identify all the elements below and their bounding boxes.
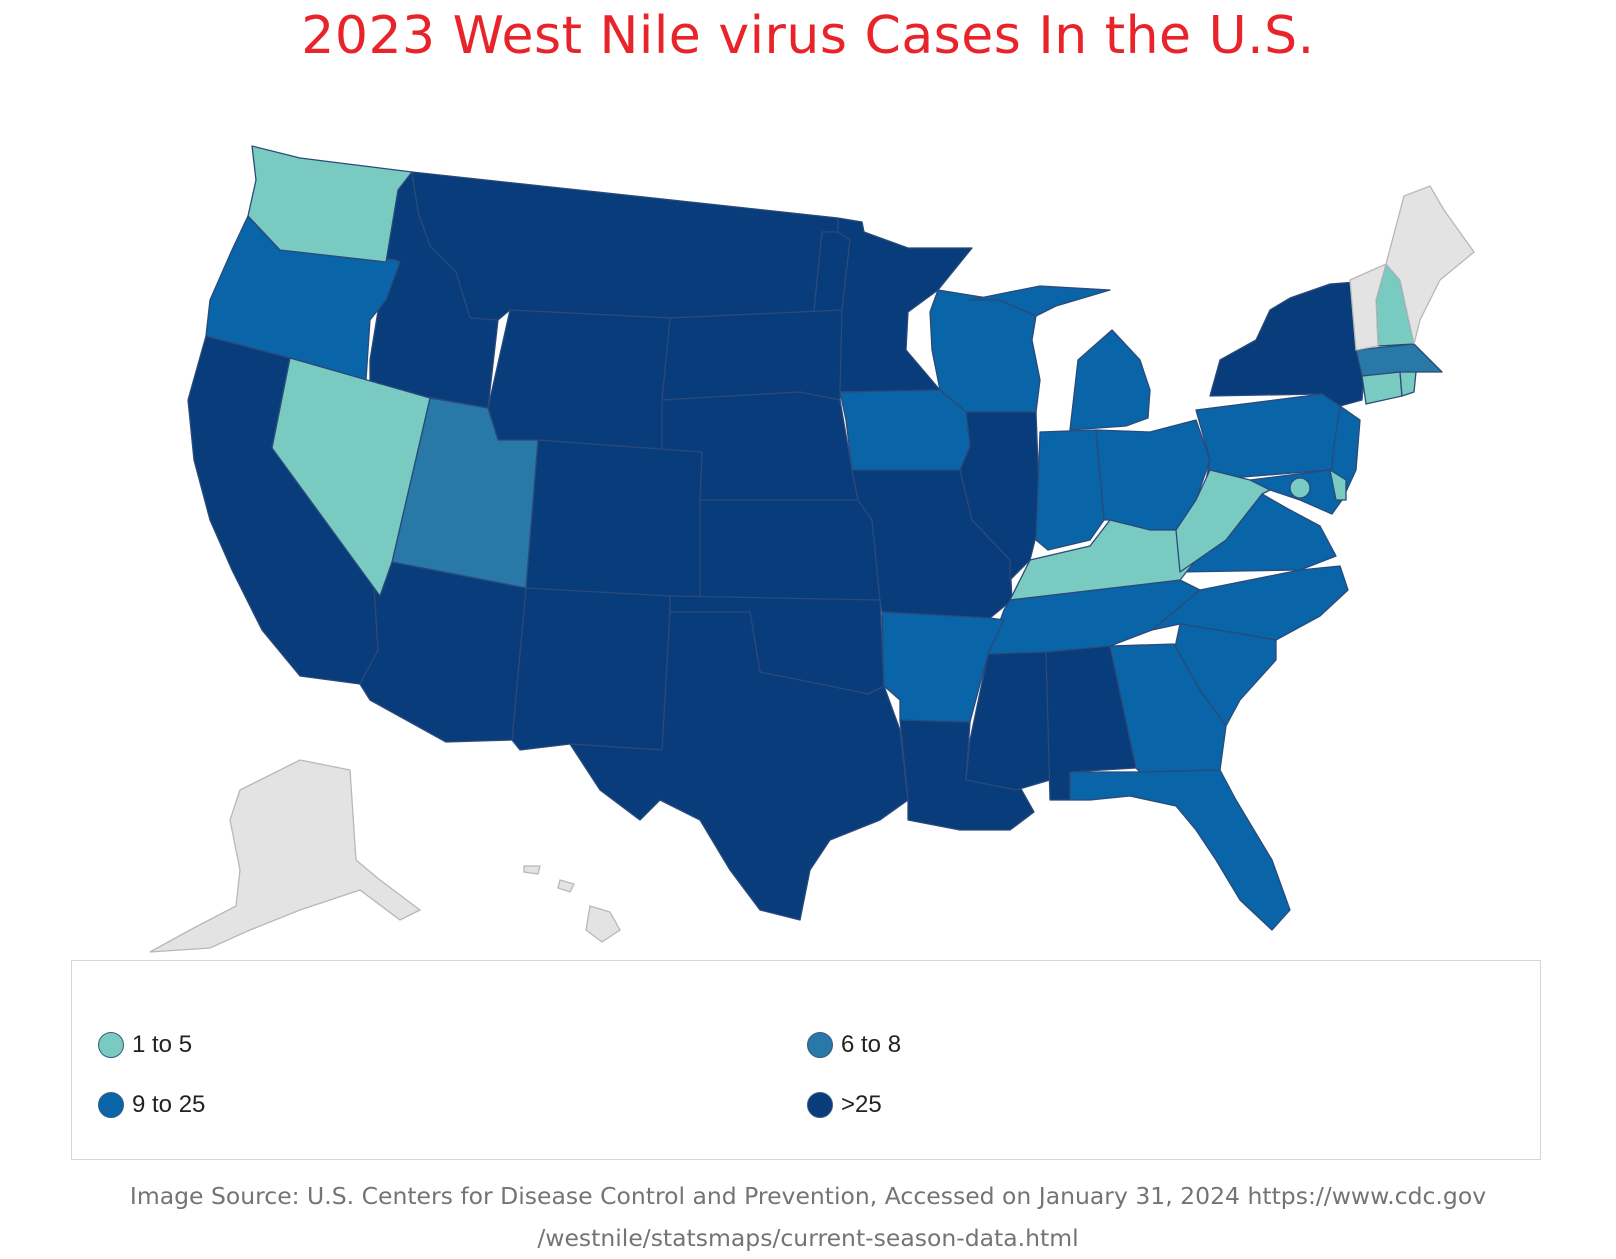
image-source: Image Source: U.S. Centers for Disease C…: [0, 1175, 1616, 1259]
state-kentucky: [1009, 519, 1197, 601]
legend-label-1-to-5: 1 to 5: [132, 1031, 193, 1058]
state-connecticut: [1361, 371, 1403, 405]
legend-item-9-to-25: 9 to 25: [98, 1091, 205, 1119]
source-line-1: Image Source: U.S. Centers for Disease C…: [129, 1182, 1487, 1210]
state-rhode-island: [1399, 371, 1417, 397]
legend-label-over-25: >25: [841, 1091, 882, 1118]
state-new-york: [1209, 281, 1367, 407]
state-kansas: [699, 499, 881, 601]
state-minnesota: [837, 217, 973, 393]
map-title: 2023 West Nile virus Cases In the U.S.: [301, 6, 1315, 66]
state-arkansas: [881, 611, 1005, 723]
state-west-virginia: [1175, 469, 1271, 573]
legend-swatch-6-to-8: [807, 1032, 833, 1058]
legend-label-9-to-25: 9 to 25: [132, 1091, 206, 1118]
state-florida: [1069, 769, 1291, 931]
state-massachusetts: [1355, 343, 1443, 377]
state-alaska: [149, 759, 422, 953]
state-michigan: [969, 285, 1151, 431]
state-colorado: [525, 439, 703, 601]
us-map: [149, 145, 1475, 953]
legend-item-6-to-8: 6 to 8: [807, 1031, 901, 1059]
state-iowa: [839, 389, 971, 471]
state-nevada: [271, 357, 431, 597]
state-louisiana: [899, 719, 1035, 831]
legend-item-1-to-5: 1 to 5: [98, 1031, 192, 1059]
legend-swatch-9-to-25: [98, 1092, 124, 1118]
state-maine: [1385, 185, 1475, 345]
state-pennsylvania: [1195, 393, 1347, 481]
legend-swatch-over-25: [807, 1092, 833, 1118]
source-line-2: /westnile/statsmaps/current-season-data.…: [537, 1224, 1079, 1252]
us-map-svg: [149, 145, 1475, 953]
state-new-mexico: [511, 587, 671, 751]
state-washington: [247, 145, 413, 263]
state-texas: [569, 611, 909, 921]
dc-marker: [1289, 477, 1311, 499]
legend-swatch-1-to-5: [98, 1032, 124, 1058]
state-vermont: [1349, 262, 1387, 351]
state-indiana: [1035, 429, 1105, 551]
legend: 1 to 5 6 to 8 9 to 25 >25: [71, 960, 1541, 1160]
state-delaware: [1329, 469, 1347, 501]
state-arizona: [359, 561, 527, 743]
state-hawaii: [523, 865, 621, 943]
state-montana: [411, 171, 839, 331]
state-georgia: [1109, 643, 1227, 773]
legend-label-6-to-8: 6 to 8: [841, 1031, 902, 1058]
state-wyoming: [487, 309, 671, 451]
legend-item-over-25: >25: [807, 1091, 882, 1119]
state-south-dakota: [661, 309, 843, 401]
